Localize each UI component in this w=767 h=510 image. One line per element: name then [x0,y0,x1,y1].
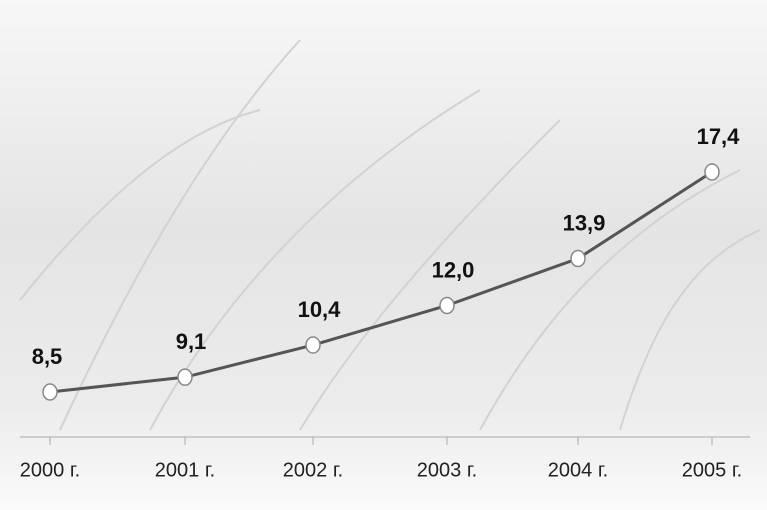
value-label: 13,9 [563,210,606,235]
point [305,336,321,354]
x-tick-label: 2001 г. [155,459,215,481]
line [49,170,713,394]
point [439,296,455,315]
value-label: 10,4 [298,297,342,322]
point [177,368,193,386]
x-tick-label: 2003 г. [417,459,477,481]
x-tick-label: 2005 г. [682,459,742,481]
point [42,383,58,401]
value-label: 9,1 [176,329,207,354]
x-tick-label: 2004 г. [548,459,608,481]
point [570,249,586,268]
point [704,163,720,181]
x-tick-label: 2000 г. [20,459,80,481]
value-label: 17,4 [697,124,741,149]
value-label: 12,0 [432,257,475,282]
value-label: 8,5 [32,344,63,369]
x-tick-label: 2002 г. [283,459,343,481]
